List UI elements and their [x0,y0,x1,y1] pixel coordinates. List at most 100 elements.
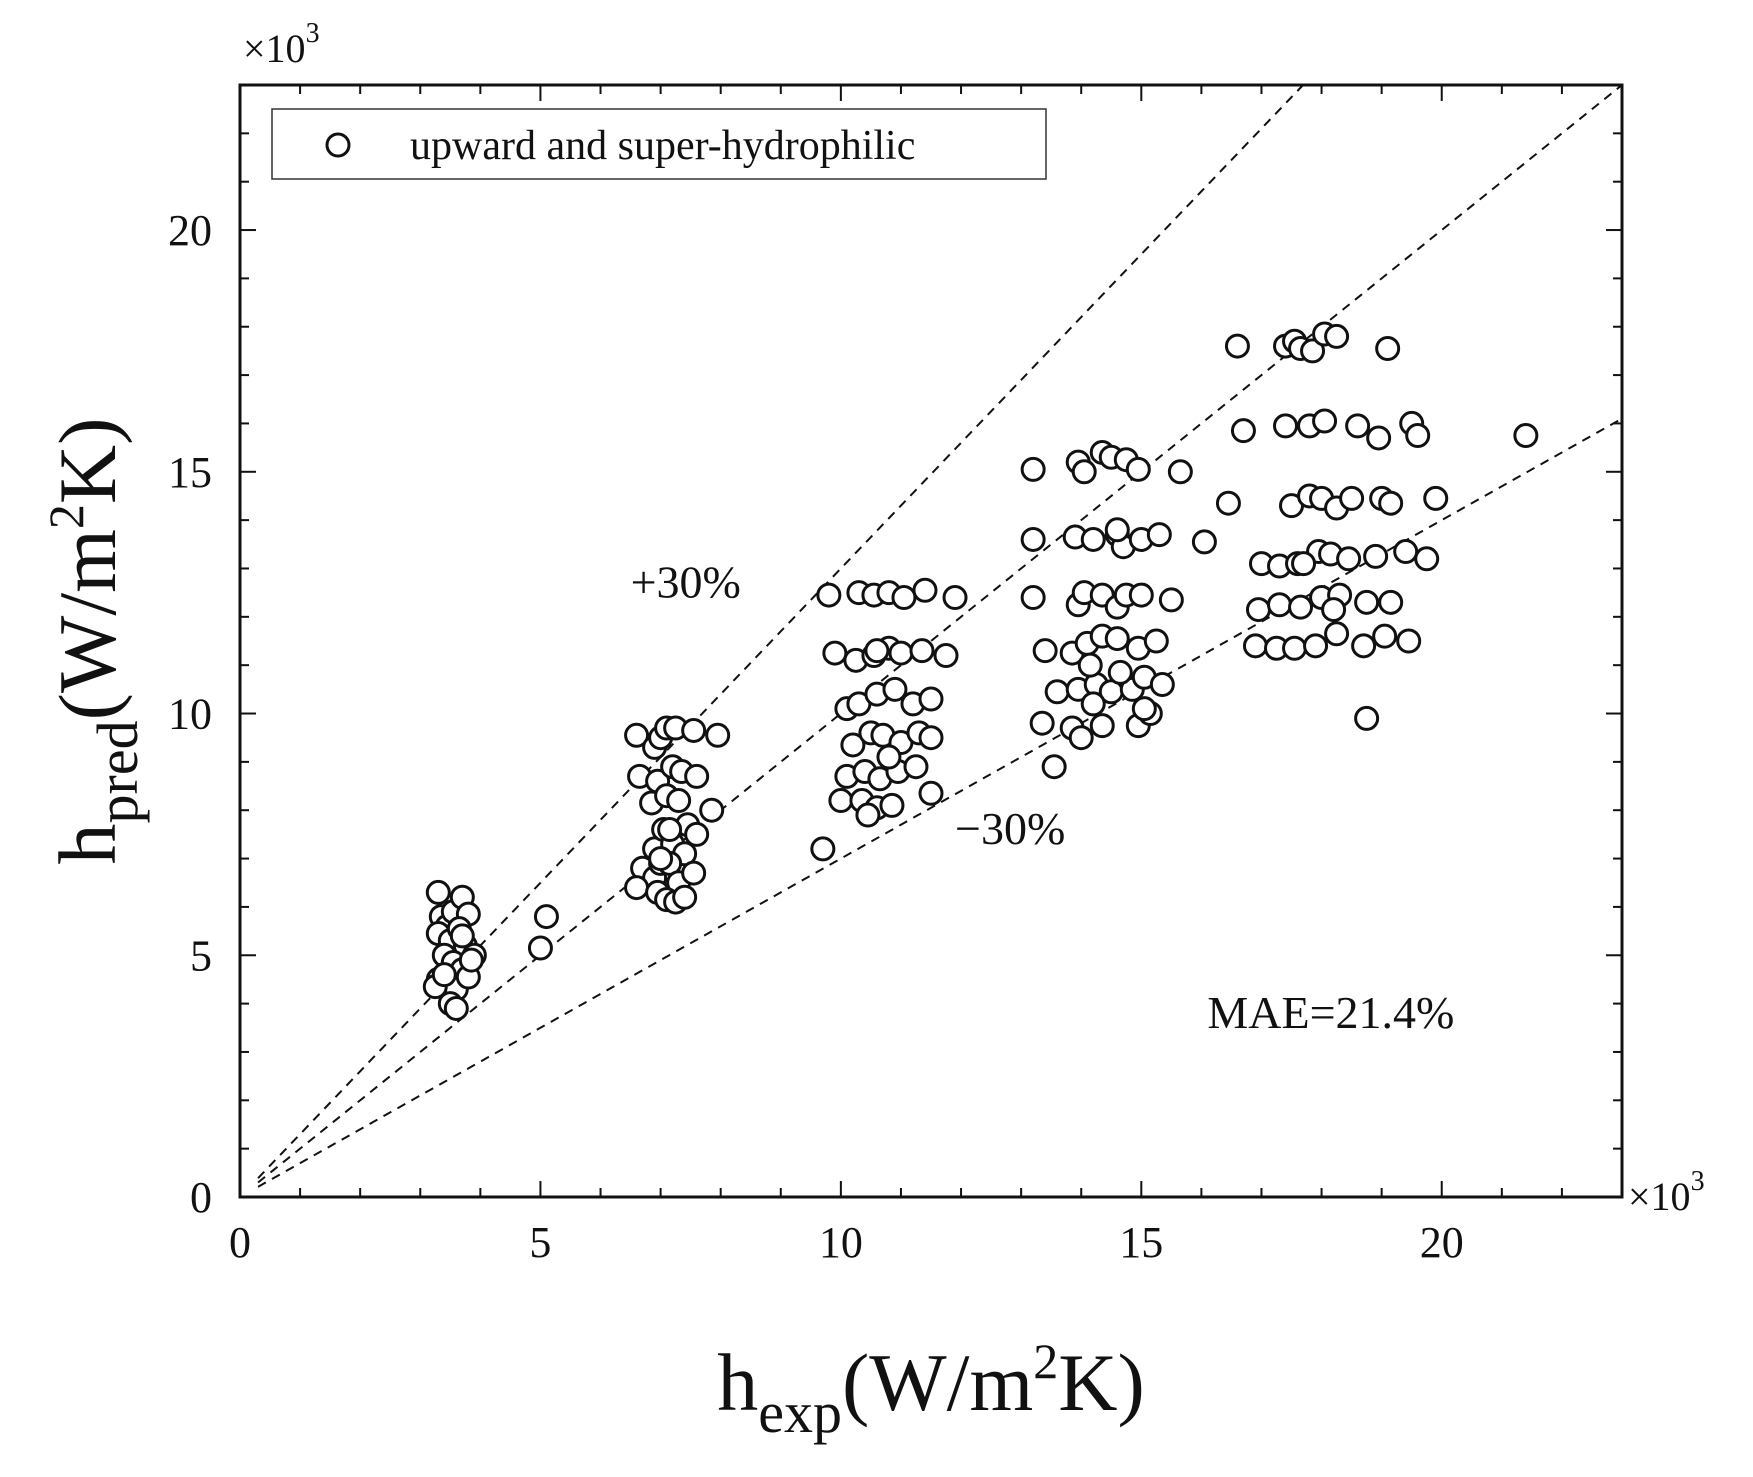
data-point [1414,546,1440,572]
x-tick-label: 10 [819,1218,863,1267]
data-point [681,860,707,886]
plot-frame [238,83,1624,1199]
data-point [657,817,683,843]
reference-line-parity [257,84,1623,1184]
data-point [1107,659,1133,685]
data-point [828,788,854,814]
data-point [1080,526,1106,552]
data-point [1273,413,1299,439]
data-point [840,732,866,758]
data-point [1104,517,1130,543]
data-point [1324,621,1350,647]
data-point [1378,490,1404,516]
data-points [422,321,1539,1021]
y-axis-title: hpred(W/m2K) [38,418,150,865]
data-point [1071,459,1097,485]
x-tick-label: 5 [529,1218,551,1267]
x-axis-multiplier: ×103 [1628,1166,1705,1219]
data-point [1354,589,1380,615]
y-tick-label: 0 [190,1173,212,1222]
data-point [933,643,959,669]
reference-line-minus-30 [257,417,1623,1188]
data-point [666,788,692,814]
data-point [1375,335,1401,361]
data-point [909,638,935,664]
data-point [888,640,914,666]
legend-marker [325,132,351,158]
data-point [705,722,731,748]
data-point [855,802,881,828]
data-point [527,935,553,961]
data-point [822,640,848,666]
data-point [1167,459,1193,485]
data-point [1351,633,1377,659]
data-point [1354,705,1380,731]
data-point [443,995,469,1021]
data-point [1149,672,1175,698]
data-point [810,836,836,862]
data-point [1191,529,1217,555]
data-point [1312,408,1338,434]
data-point [1393,539,1419,565]
data-point [1077,652,1103,678]
data-point [879,792,905,818]
data-point [1044,679,1070,705]
data-point [918,725,944,751]
data-point [1158,587,1184,613]
y-tick-label: 20 [168,206,212,255]
y-tick-label: 15 [168,448,212,497]
x-axis-title: hexp(W/m2K) [717,1333,1145,1445]
data-point [1366,425,1392,451]
data-point [1230,418,1256,444]
data-point [648,846,674,872]
data-point [942,584,968,610]
data-point [1405,423,1431,449]
data-point [425,879,451,905]
data-point [816,582,842,608]
data-point [672,884,698,910]
data-point [1291,551,1317,577]
data-point [1131,696,1157,722]
reference-line-plus-30 [257,84,1304,1179]
data-point [1104,626,1130,652]
data-point [681,717,707,743]
data-point [1324,323,1350,349]
data-point [912,577,938,603]
data-point [699,797,725,823]
data-point [1372,623,1398,649]
data-point [918,780,944,806]
data-point [903,754,929,780]
data-point [1020,526,1046,552]
data-point [1143,628,1169,654]
data-point [1300,338,1326,364]
data-point [1282,635,1308,661]
data-point [624,875,650,901]
data-point [1029,710,1055,736]
data-point [1288,594,1314,620]
data-point [1267,592,1293,618]
data-point [1363,543,1389,569]
x-tick-label: 20 [1420,1218,1464,1267]
data-point [1423,485,1449,511]
data-point [864,638,890,664]
x-tick-label: 15 [1119,1218,1163,1267]
data-point [458,947,484,973]
data-point [1080,691,1106,717]
mae-annotation: MAE=21.4% [1207,987,1454,1038]
data-point [1215,490,1241,516]
y-tick-label: 10 [168,690,212,739]
data-point [1068,725,1094,751]
data-point [1020,584,1046,610]
data-point [1396,628,1422,654]
plus-30-label: +30% [631,556,741,607]
data-point [918,686,944,712]
data-point [684,821,710,847]
data-point [624,722,650,748]
data-point [1224,333,1250,359]
data-point [891,584,917,610]
data-point [1345,413,1371,439]
minus-30-label: −30% [955,803,1065,854]
data-point [1032,638,1058,664]
data-point [1303,633,1329,659]
